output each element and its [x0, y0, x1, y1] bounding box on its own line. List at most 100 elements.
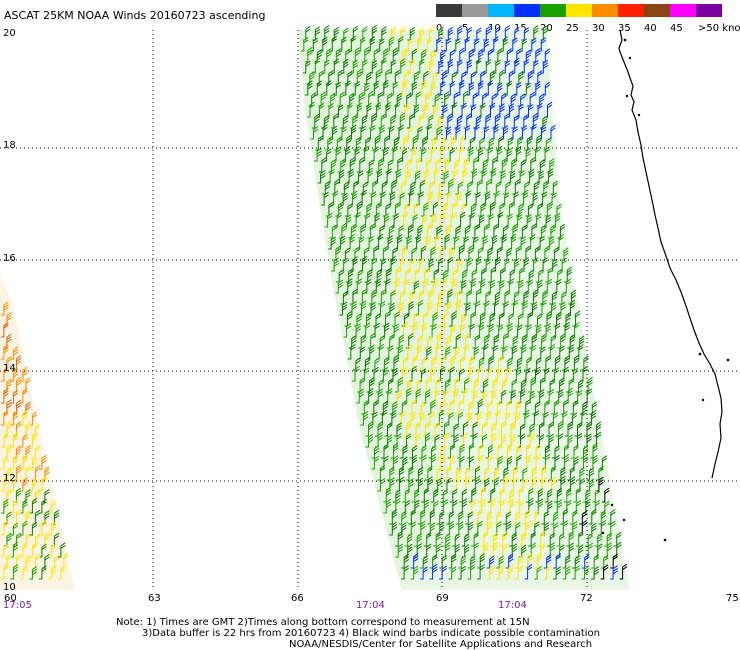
wind-barb: [432, 390, 440, 404]
wind-barb: [503, 520, 512, 536]
wind-barb: [362, 322, 371, 338]
wind-barb: [530, 192, 538, 206]
wind-barb: [527, 91, 535, 107]
wind-barb: [396, 334, 404, 349]
wind-barb: [496, 312, 505, 327]
wind-barb: [400, 444, 408, 459]
wind-barb: [526, 168, 535, 184]
legend-swatch: [670, 4, 696, 17]
wind-barb: [508, 233, 517, 250]
wind-barb: [330, 113, 339, 129]
wind-barb: [524, 563, 533, 580]
wind-barb: [350, 256, 358, 272]
wind-barb: [509, 223, 518, 239]
wind-barb: [595, 476, 604, 492]
wind-barb: [496, 565, 504, 580]
wind-barb: [567, 466, 576, 481]
wind-barb: [512, 178, 521, 195]
wind-barb: [515, 555, 523, 569]
wind-barb: [506, 103, 515, 118]
wind-barb: [373, 312, 381, 327]
wind-barb: [413, 156, 422, 173]
wind-barb: [522, 245, 531, 261]
wind-barb: [311, 113, 320, 129]
wind-barb: [510, 126, 518, 140]
wind-barb: [484, 400, 493, 415]
wind-barb: [434, 477, 443, 492]
wind-barb: [551, 454, 560, 470]
wind-barb: [416, 27, 425, 41]
wind-barb: [419, 445, 427, 459]
wind-barb: [51, 532, 60, 547]
wind-barb: [600, 564, 609, 580]
wind-barb: [350, 180, 359, 195]
wind-barb: [32, 465, 41, 481]
wind-barb: [328, 236, 336, 250]
wind-barb: [552, 322, 561, 338]
wind-barb: [508, 389, 516, 404]
wind-barb: [304, 46, 313, 63]
wind-barb: [500, 332, 509, 349]
wind-barb: [452, 533, 460, 547]
wind-barb: [322, 180, 331, 195]
wind-barb: [479, 433, 488, 448]
wind-barb: [386, 477, 395, 492]
wind-barb: [474, 509, 483, 525]
wind-barb: [613, 541, 622, 558]
wind-barb: [335, 201, 344, 217]
wind-barb: [377, 334, 385, 349]
wind-barb: [547, 224, 556, 239]
wind-barb: [473, 57, 482, 74]
wind-barb: [394, 422, 402, 437]
wind-barb: [486, 323, 494, 338]
wind-barb: [365, 420, 374, 437]
wind-barb: [318, 157, 327, 173]
wind-barb: [568, 289, 577, 305]
wind-barb: [493, 409, 502, 426]
wind-barb: [506, 312, 514, 327]
wind-barb: [381, 213, 390, 228]
wind-barb: [0, 387, 9, 404]
wind-barb: [22, 445, 31, 459]
wind-barb: [438, 322, 447, 338]
wind-barb: [485, 367, 493, 382]
wind-barb: [518, 344, 527, 360]
wind-barb: [480, 235, 488, 250]
wind-barb: [429, 323, 437, 338]
wind-barb: [512, 511, 521, 525]
wind-barb: [19, 498, 28, 514]
legend-swatch: [566, 4, 592, 17]
wind-barb: [381, 322, 390, 338]
wind-barb: [513, 454, 522, 470]
wind-barb: [498, 389, 507, 404]
wind-barb: [492, 190, 500, 206]
wind-barb: [394, 433, 402, 448]
wind-barb: [496, 279, 505, 294]
wind-barb: [374, 168, 383, 184]
wind-barb: [557, 475, 566, 492]
wind-barb: [387, 290, 396, 305]
wind-barb: [445, 58, 454, 74]
wind-barb: [395, 377, 403, 393]
wind-barb: [3, 467, 12, 481]
wind-barb: [538, 37, 547, 52]
wind-barb: [444, 113, 453, 129]
wind-barb: [19, 542, 28, 558]
wind-barb: [456, 146, 465, 162]
wind-barb: [319, 36, 328, 52]
wind-barb: [494, 455, 503, 470]
legend-swatch: [618, 4, 644, 17]
wind-barb: [427, 246, 436, 261]
wind-barb: [356, 156, 365, 173]
wind-barb: [523, 367, 531, 382]
wind-barb: [410, 134, 419, 151]
wind-barb: [331, 178, 340, 195]
wind-barb: [3, 444, 12, 459]
wind-barb: [411, 311, 419, 327]
wind-barb: [525, 311, 533, 327]
wind-barb: [362, 356, 371, 371]
wind-barb: [420, 277, 429, 294]
wind-barb: [451, 388, 459, 404]
wind-barb: [496, 555, 504, 569]
wind-barb: [454, 191, 462, 206]
